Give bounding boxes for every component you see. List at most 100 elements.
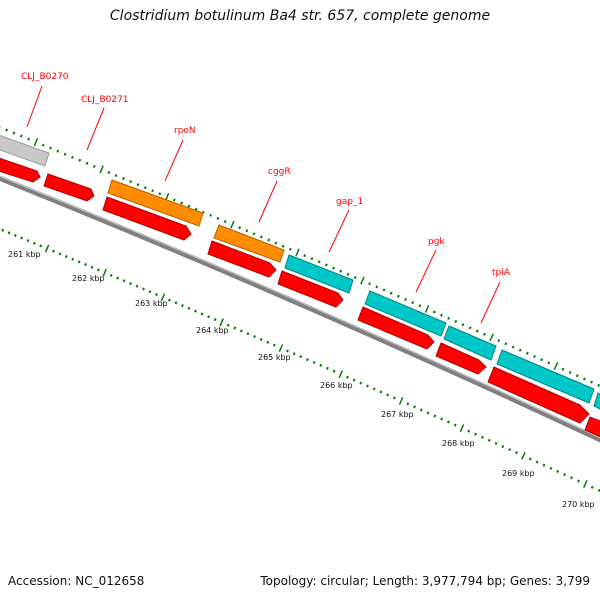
cds-arrow[interactable] (357, 306, 435, 350)
gene-feature-cyan[interactable] (443, 325, 497, 361)
minor-tick (454, 319, 458, 324)
gene-label: cggR (268, 167, 291, 177)
minor-tick (32, 241, 36, 245)
minor-tick (332, 266, 335, 270)
minor-tick (525, 351, 529, 355)
minor-tick (577, 479, 580, 483)
major-tick (230, 220, 235, 229)
cds-arrow[interactable] (435, 342, 487, 375)
minor-tick (49, 146, 52, 150)
minor-tick (461, 323, 465, 327)
gene-labels: CLJ_B0270 CLJ_B0271 rpoN cggR gap_1 pgk … (21, 72, 511, 278)
leader-line (480, 281, 501, 324)
minor-tick (542, 463, 546, 467)
minor-tick (447, 316, 451, 320)
minor-tick (511, 345, 515, 349)
cds-arrow[interactable] (207, 240, 277, 278)
minor-tick (396, 294, 400, 298)
cds-arrow[interactable] (43, 173, 95, 202)
minor-tick (142, 287, 145, 291)
cds-arrow[interactable] (584, 416, 600, 440)
minor-tick (233, 326, 237, 330)
minor-tick (71, 155, 74, 159)
minor-tick (151, 189, 154, 193)
scale-label: 268 kbp (442, 439, 475, 448)
major-tick (521, 451, 526, 460)
minor-tick (453, 423, 457, 427)
minor-tick (187, 306, 191, 310)
map-title: Clostridium botulinum Ba4 str. 657, comp… (109, 8, 491, 24)
minor-tick (13, 233, 17, 237)
minor-tick (281, 244, 285, 248)
major-tick (278, 344, 284, 353)
minor-tick (474, 432, 477, 436)
cds-arrow[interactable] (102, 196, 192, 241)
major-tick (33, 138, 39, 147)
minor-tick (267, 238, 271, 242)
genome-backbone-highlight (0, 175, 600, 438)
major-tick (160, 293, 166, 302)
minor-tick (63, 152, 67, 156)
minor-tick (440, 313, 443, 317)
minor-tick (216, 216, 220, 220)
scale-label: 267 kbp (381, 410, 414, 419)
minor-tick (181, 304, 184, 308)
major-tick (295, 248, 300, 257)
leader-line (164, 139, 184, 182)
minor-tick (259, 235, 263, 239)
minor-tick (116, 276, 120, 280)
minor-tick (259, 337, 263, 341)
minor-tick (382, 288, 386, 292)
minor-tick (325, 366, 329, 370)
minor-tick (547, 361, 551, 365)
minor-tick (96, 268, 100, 272)
minor-tick (540, 358, 544, 362)
minor-tick (413, 405, 416, 409)
minor-tick (339, 269, 343, 273)
minor-tick (109, 273, 113, 277)
minor-tick (1, 228, 5, 232)
minor-tick (292, 352, 296, 356)
gene-label: CLJ_B0271 (81, 95, 129, 105)
cds-arrow[interactable] (487, 366, 590, 424)
minor-tick (483, 332, 486, 336)
minor-tick (306, 358, 309, 362)
minor-tick (432, 310, 436, 314)
minor-tick (389, 291, 393, 295)
gene-feature-orange[interactable] (107, 179, 204, 227)
scale-label: 269 kbp (502, 469, 535, 478)
cds-arrow[interactable] (277, 270, 344, 308)
minor-tick (158, 192, 162, 196)
minor-tick (223, 219, 227, 224)
gene-feature-cyan[interactable] (284, 254, 354, 294)
minor-tick (494, 441, 498, 445)
gene-feature-cyan[interactable] (593, 392, 600, 413)
major-tick (489, 333, 494, 342)
genome-backbone (0, 176, 600, 443)
minor-tick (148, 290, 152, 294)
gene-feature-cyan[interactable] (496, 349, 595, 404)
leader-line (328, 209, 350, 253)
minor-tick (352, 378, 356, 382)
gene-feature-grey[interactable] (0, 132, 50, 167)
lower-tick-track (1, 228, 600, 492)
minor-tick (312, 360, 316, 365)
minor-tick (556, 469, 560, 474)
minor-tick (194, 309, 197, 313)
minor-tick (78, 158, 82, 162)
minor-tick (353, 275, 357, 280)
cds-arrow[interactable] (0, 155, 41, 183)
gene-feature-cyan[interactable] (364, 290, 447, 337)
minor-tick (590, 485, 594, 489)
minor-tick (213, 318, 217, 322)
gene-feature-orange[interactable] (213, 224, 285, 263)
minor-tick (418, 304, 422, 308)
minor-tick (419, 408, 423, 412)
minor-tick (324, 263, 328, 267)
minor-tick (122, 177, 125, 181)
minor-tick (582, 377, 586, 381)
minor-tick (368, 282, 372, 286)
minor-tick (20, 236, 24, 240)
minor-tick (549, 466, 553, 470)
